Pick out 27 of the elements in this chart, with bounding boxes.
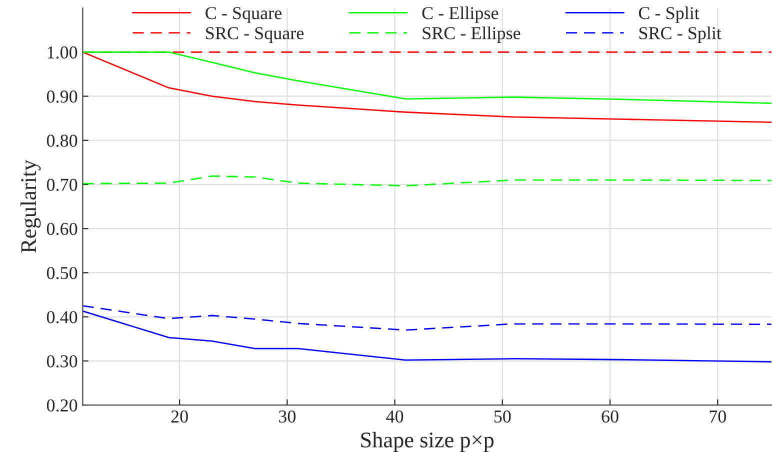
legend-label: C - Ellipse <box>422 6 498 23</box>
x-axis-title: Shape size p×p <box>361 432 494 452</box>
y-tick-label: 0.30 <box>46 355 78 368</box>
x-tick-label: 40 <box>386 410 404 423</box>
y-tick-label: 1.00 <box>48 46 78 59</box>
legend-label: C - Square <box>206 7 282 23</box>
line-series <box>82 305 772 331</box>
y-tick-label: 0.40 <box>46 311 78 324</box>
x-tick-label: 30 <box>279 410 296 423</box>
line-series <box>82 175 772 186</box>
x-tick-label: 70 <box>710 410 726 423</box>
y-tick-label: 0.90 <box>46 90 78 103</box>
x-tick-label: 60 <box>602 410 618 423</box>
y-tick-label: 0.50 <box>46 266 78 280</box>
y-axis-title: Regularity <box>20 160 41 253</box>
legend-label: SRC - Ellipse <box>422 26 520 43</box>
legend-label: SRC - Split <box>639 26 722 43</box>
x-tick-label: 50 <box>494 410 511 423</box>
line-series <box>82 51 772 104</box>
line-series <box>82 310 772 363</box>
y-tick-label: 0.20 <box>46 399 78 412</box>
y-tick-label: 0.70 <box>46 178 78 191</box>
legend-label: SRC - Square <box>206 27 304 43</box>
legend-label: C - Split <box>638 6 700 23</box>
y-tick-label: 0.80 <box>46 134 78 147</box>
y-tick-label: 0.60 <box>46 222 78 236</box>
x-tick-label: 20 <box>171 410 188 423</box>
